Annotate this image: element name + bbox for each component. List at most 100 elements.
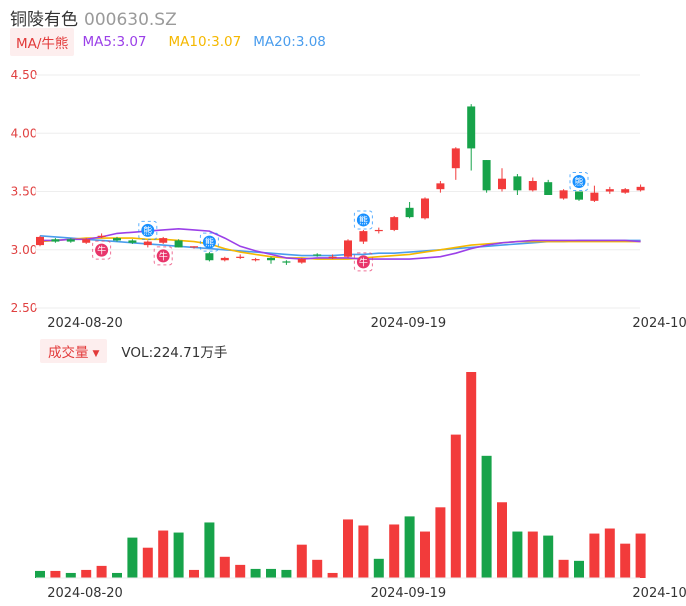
- candle-body: [390, 217, 399, 230]
- marker-label: 牛: [359, 256, 368, 268]
- candle: [328, 254, 337, 260]
- candle: [451, 147, 460, 180]
- volume-bar: [173, 532, 184, 578]
- ma5-label: MA5:3.07: [82, 34, 147, 50]
- volume-bar: [35, 570, 45, 578]
- candle: [482, 160, 491, 193]
- candle: [128, 239, 137, 244]
- candle-body: [513, 176, 522, 191]
- candle: [405, 201, 414, 219]
- volume-bar: [512, 531, 523, 578]
- candle-body: [128, 240, 137, 243]
- candle: [190, 246, 198, 249]
- marker-label: 熊: [205, 237, 214, 249]
- candle: [421, 197, 429, 220]
- candle-body: [575, 191, 583, 200]
- candle-body: [113, 238, 121, 241]
- volume-bar: [127, 537, 138, 578]
- volume-bar: [435, 507, 446, 578]
- candle: [436, 181, 445, 193]
- marker-label: 牛: [159, 250, 168, 262]
- candle-body: [251, 259, 260, 261]
- x-tick-label: 2024-10-23: [632, 586, 686, 601]
- marker-badge: [156, 249, 170, 263]
- volume-bar: [296, 544, 307, 578]
- volume-bar: [450, 434, 461, 578]
- marker-badge: [202, 235, 216, 249]
- volume-bar: [266, 568, 276, 578]
- marker-frame: [199, 232, 219, 252]
- candle: [205, 252, 214, 262]
- marker-frame: [92, 240, 112, 260]
- volume-bar: [589, 533, 600, 578]
- candle-body: [297, 259, 306, 263]
- volume-bar: [620, 543, 631, 578]
- candle: [297, 257, 306, 264]
- marker-label: 牛: [97, 245, 106, 257]
- candle: [605, 186, 614, 194]
- volume-bar: [219, 556, 230, 578]
- candle-body: [174, 240, 183, 248]
- bear-marker: 熊: [353, 210, 373, 230]
- candle-body: [82, 239, 91, 243]
- volume-toggle-button[interactable]: 成交量 ▼: [40, 339, 108, 363]
- ma10-label: MA10:3.07: [168, 34, 242, 50]
- y-tick-label: 3.00: [11, 243, 38, 257]
- bear-marker: 熊: [569, 172, 589, 191]
- candle-body: [559, 190, 568, 199]
- candle: [636, 184, 645, 192]
- marker-badge: [95, 243, 109, 257]
- volume-bar: [312, 559, 323, 578]
- candle: [174, 239, 183, 248]
- candle-body: [97, 235, 106, 237]
- candle: [159, 236, 168, 244]
- marker-label: 熊: [574, 176, 583, 188]
- y-tick-label: 4.00: [11, 126, 38, 140]
- marker-frame: [353, 210, 373, 230]
- marker-frame: [153, 246, 173, 266]
- volume-bar: [343, 519, 353, 578]
- candle-body: [190, 246, 198, 248]
- candle: [344, 239, 352, 258]
- candle-body: [205, 253, 214, 261]
- volume-bar: [558, 559, 569, 578]
- volume-bar: [96, 565, 107, 578]
- candle: [390, 215, 399, 232]
- candle: [513, 174, 522, 195]
- candle-body: [451, 148, 460, 169]
- volume-bar: [281, 569, 292, 578]
- volume-bar: [404, 516, 415, 578]
- volume-bar: [527, 531, 538, 578]
- volume-bar: [466, 372, 477, 578]
- candle-body: [498, 178, 506, 190]
- candle-body: [344, 240, 352, 257]
- volume-bar: [112, 572, 122, 578]
- x-tick-label: 2024-09-19: [371, 316, 447, 331]
- candle-body: [267, 257, 275, 261]
- volume-bar: [142, 547, 153, 578]
- ma10-line: [39, 237, 641, 260]
- caret-down-icon: ▼: [92, 349, 100, 359]
- candle: [51, 238, 60, 243]
- marker-frame: [138, 220, 158, 240]
- bear-marker: 熊: [199, 232, 219, 252]
- volume-bar: [574, 560, 584, 578]
- ma-toggle-button[interactable]: MA/牛熊: [10, 28, 75, 56]
- volume-bar: [389, 524, 400, 578]
- stock-code: 000630.SZ: [84, 10, 177, 30]
- bull-marker: 牛: [92, 240, 112, 260]
- candle-body: [544, 182, 553, 195]
- candle-body: [282, 261, 291, 263]
- candle-body: [51, 239, 60, 242]
- candle: [251, 257, 260, 262]
- candle: [143, 240, 152, 248]
- volume-bar: [204, 522, 215, 578]
- marker-badge: [572, 175, 586, 188]
- bull-marker: 牛: [153, 246, 173, 266]
- candle: [528, 177, 537, 192]
- candle-body: [236, 256, 245, 258]
- volume-toggle-label: 成交量: [48, 345, 89, 361]
- y-tick-label: 4.50: [11, 68, 38, 82]
- candle-body: [421, 198, 429, 219]
